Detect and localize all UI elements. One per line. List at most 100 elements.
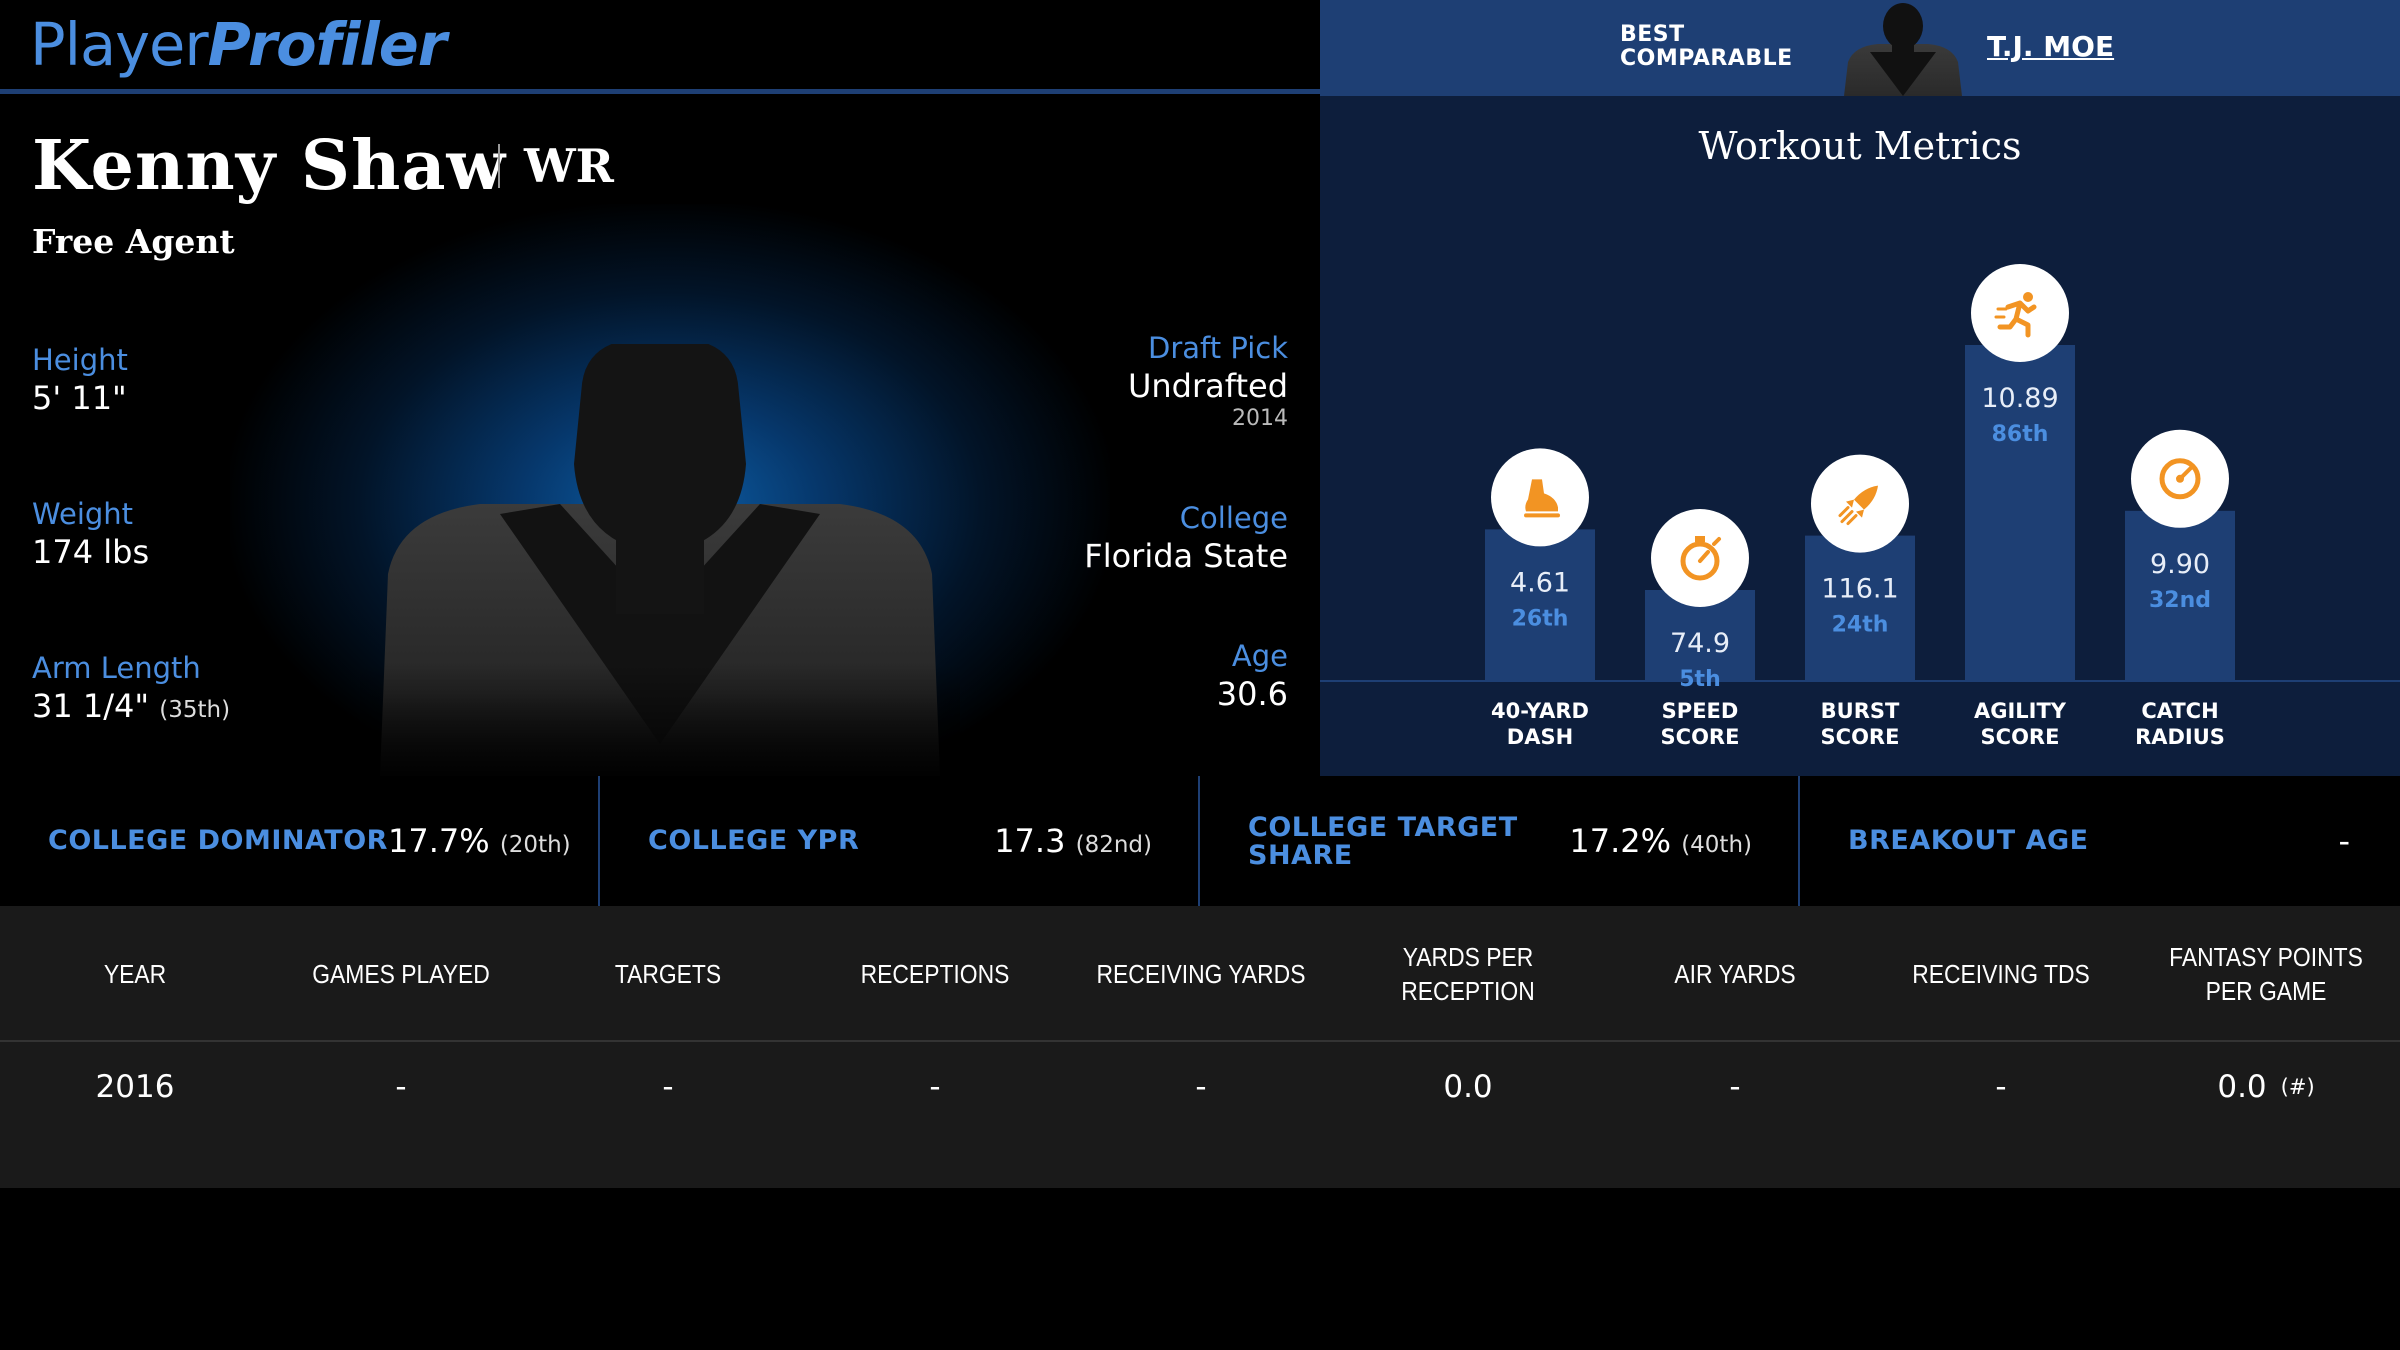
column-header-air-yards[interactable]: AIR YARDS: [1674, 959, 1796, 989]
college-ypr-value-wrap: 17.3 (82nd): [994, 823, 1152, 863]
cell-targets: -: [662, 1069, 674, 1105]
college-ypr-label: COLLEGE YPR: [648, 825, 860, 856]
column-header-receiving-yards[interactable]: RECEIVING YARDS: [1096, 959, 1306, 989]
college-stat-divider: [598, 776, 600, 906]
metric-percentile-dash: 26th: [1512, 606, 1569, 631]
college-dominator-label: COLLEGE DOMINATOR: [48, 825, 388, 856]
stopwatch-icon: [1680, 536, 1721, 581]
metric-label-speed: SPEED: [1662, 699, 1739, 723]
metric-label-agility: AGILITY: [1974, 699, 2067, 723]
college-ypr-percentile: (82nd): [1075, 832, 1152, 858]
height-stat: Height 5' 11": [32, 342, 128, 418]
arm-length-percentile: (35th): [159, 697, 231, 723]
college-stats-row: COLLEGE DOMINATOR 17.7% (20th) COLLEGE Y…: [0, 776, 2400, 906]
player-profile-panel: Kenny Shaw WR Free Agent Height 5' 11" W…: [0, 94, 1320, 776]
metric-label-agility-line2: SCORE: [1981, 725, 2060, 749]
metric-value-agility: 10.89: [1981, 383, 2058, 414]
draft-pick-value: Undrafted: [1127, 367, 1288, 405]
college-target-share-label: COLLEGE TARGET SHARE: [1248, 812, 1518, 871]
age-label: Age: [1231, 639, 1288, 673]
column-header-targets[interactable]: TARGETS: [614, 959, 722, 989]
table-header-row: YEAR GAMES PLAYED TARGETS RECEPTIONS REC…: [0, 906, 2400, 1042]
metric-percentile-speed: 5th: [1679, 667, 1721, 692]
metric-percentile-burst: 24th: [1832, 613, 1889, 638]
draft-pick-stat: Draft Pick Undrafted 2014: [1128, 330, 1288, 432]
metric-percentile-catch: 32nd: [2149, 588, 2211, 613]
metric-value-burst: 116.1: [1821, 574, 1898, 605]
metric-bar-agility: [1965, 345, 2075, 680]
college-target-share-stat: COLLEGE TARGET SHARE 17.2% (40th): [1200, 776, 1800, 906]
cell-air-yards: -: [1729, 1069, 1741, 1105]
metric-label-speed-line2: SCORE: [1661, 725, 1740, 749]
metric-label-burst: BURST: [1821, 699, 1900, 723]
breakout-age-stat: BREAKOUT AGE -: [1800, 776, 2400, 906]
fantasy-rank: (#): [2280, 1075, 2315, 1099]
metric-value-dash: 4.61: [1510, 567, 1570, 598]
metric-bar-dash: [1485, 529, 1595, 680]
workout-metrics-title: Workout Metrics: [1698, 124, 2022, 168]
column-header-year[interactable]: YEAR: [103, 959, 167, 989]
cell-receptions: -: [929, 1069, 941, 1105]
cell-fantasy-points-per-game: 0.0 (#): [2133, 1042, 2399, 1132]
metric-label-dash: 40-YARD: [1491, 699, 1589, 723]
breakout-age-label: BREAKOUT AGE: [1848, 825, 2089, 856]
college-dominator-percentile: (20th): [499, 832, 571, 858]
rocket-icon: [1838, 485, 1878, 526]
column-header-yards-per-reception[interactable]: YARDS PER RECEPTION: [1401, 942, 1535, 1006]
draft-year: 2014: [1232, 406, 1288, 431]
workout-metrics-panel: Workout Metrics 4.61 26th 40-YARD DASH 74.9 5…: [1320, 96, 2400, 776]
header-divider: [0, 89, 1320, 94]
player-name: Kenny Shaw: [32, 126, 507, 206]
arm-length-value-wrap: 31 1/4" (35th): [32, 686, 230, 730]
college-label: College: [1179, 501, 1288, 535]
college-stat-divider: [1798, 776, 1800, 906]
college-ypr-value: 17.3: [994, 822, 1066, 860]
metric-label-catch-line2: RADIUS: [2135, 725, 2225, 749]
draft-pick-label: Draft Pick: [1148, 331, 1288, 365]
arm-length-label: Arm Length: [32, 651, 201, 685]
table-header-divider: [0, 1040, 2400, 1042]
college-target-share-value: 17.2%: [1569, 822, 1672, 860]
metric-label-catch: CATCH: [2141, 699, 2218, 723]
metric-value-catch: 9.90: [2150, 549, 2210, 580]
weight-stat: Weight 174 lbs: [32, 496, 149, 572]
column-header-games-played[interactable]: GAMES PLAYED: [312, 959, 490, 989]
running-man-icon: [1994, 292, 2037, 338]
college-value: Florida State: [1084, 537, 1288, 575]
target-icon: [2159, 458, 2201, 500]
cell-year: 2016: [95, 1069, 175, 1105]
age-stat: Age 30.6: [1217, 638, 1288, 714]
cell-receiving-tds: -: [1995, 1069, 2007, 1105]
college-dominator-value-wrap: 17.7% (20th): [388, 823, 571, 863]
comparable-avatar[interactable]: [1840, 2, 1966, 96]
fantasy-points-value: 0.0: [2217, 1069, 2267, 1105]
column-header-receiving-tds[interactable]: RECEIVING TDS: [1912, 959, 2090, 989]
logo-text-profiler: Profiler: [207, 10, 447, 79]
age-value: 30.6: [1216, 675, 1288, 713]
comparable-player-link[interactable]: T.J. MOE: [1987, 30, 2115, 63]
running-shoe-icon: [1524, 479, 1560, 518]
metrics-baseline: [1320, 680, 2400, 682]
player-profiler-logo[interactable]: PlayerProfiler: [30, 10, 447, 79]
metric-percentile-agility: 86th: [1992, 422, 2049, 447]
metric-value-speed: 74.9: [1670, 628, 1730, 659]
player-silhouette-image: [360, 344, 960, 776]
season-stats-table: YEAR GAMES PLAYED TARGETS RECEPTIONS REC…: [0, 906, 2400, 1188]
college-dominator-stat: COLLEGE DOMINATOR 17.7% (20th): [0, 776, 600, 906]
best-comparable-bar: BEST COMPARABLE T.J. MOE: [1320, 0, 2400, 96]
weight-value: 174 lbs: [32, 533, 150, 571]
arm-length-stat: Arm Length 31 1/4" (35th): [32, 650, 230, 730]
metric-label-dash-line2: DASH: [1507, 725, 1573, 749]
cell-games-played: -: [395, 1069, 407, 1105]
metric-bar-catch: [2125, 510, 2235, 680]
player-team: Free Agent: [32, 222, 235, 261]
column-header-receptions[interactable]: RECEPTIONS: [860, 959, 1010, 989]
column-header-fantasy-points-per-game[interactable]: FANTASY POINTS PER GAME: [2169, 942, 2363, 1006]
breakout-age-value: -: [2338, 822, 2350, 860]
site-header: PlayerProfiler: [0, 0, 1320, 92]
weight-label: Weight: [32, 497, 134, 531]
